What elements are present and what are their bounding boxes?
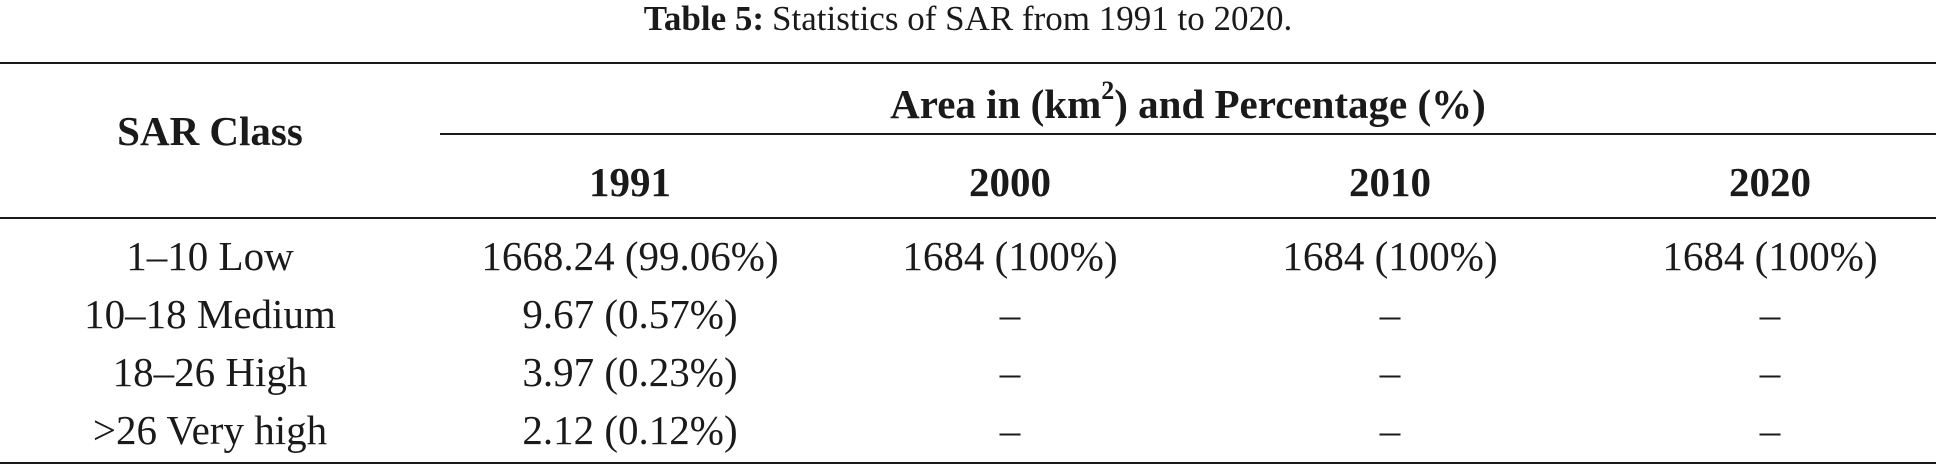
cell-medium-1991: 9.67 (0.57%)	[522, 291, 738, 337]
cell-medium-2020: –	[1759, 291, 1781, 337]
cell-low-2000: 1684 (100%)	[902, 233, 1118, 279]
caption-label: Table 5:	[643, 0, 765, 38]
cell-low-2020: 1684 (100%)	[1662, 233, 1878, 279]
row-class-very-high: >26 Very high	[92, 407, 328, 453]
bottom-rule	[0, 462, 1936, 464]
cell-high-2010: –	[1379, 349, 1401, 395]
cell-high-1991: 3.97 (0.23%)	[522, 349, 738, 395]
top-rule	[0, 62, 1936, 64]
column-header-2000: 2000	[969, 159, 1051, 205]
table-caption: Table 5: Statistics of SAR from 1991 to 2…	[0, 0, 1936, 40]
group-header-rule	[440, 133, 1936, 135]
cell-high-2020: –	[1759, 349, 1781, 395]
column-header-2020: 2020	[1729, 159, 1811, 205]
row-class-medium: 10–18 Medium	[84, 291, 336, 337]
cell-low-2010: 1684 (100%)	[1282, 233, 1498, 279]
group-header-superscript: 2	[1101, 76, 1115, 106]
cell-high-2000: –	[999, 349, 1021, 395]
caption-text: Statistics of SAR from 1991 to 2020.	[772, 0, 1293, 38]
cell-medium-2010: –	[1379, 291, 1401, 337]
header-rule	[0, 217, 1936, 219]
group-header-suffix: ) and Percentage (%)	[1114, 81, 1486, 127]
cell-very-high-1991: 2.12 (0.12%)	[522, 407, 738, 453]
cell-very-high-2020: –	[1759, 407, 1781, 453]
cell-very-high-2010: –	[1379, 407, 1401, 453]
row-class-low: 1–10 Low	[126, 233, 294, 279]
row-header-sar-class: SAR Class	[117, 108, 303, 154]
column-header-1991: 1991	[589, 159, 671, 205]
cell-medium-2000: –	[999, 291, 1021, 337]
cell-low-1991: 1668.24 (99.06%)	[481, 233, 779, 279]
cell-very-high-2000: –	[999, 407, 1021, 453]
group-header-prefix: Area in (km	[890, 81, 1102, 127]
column-header-2010: 2010	[1349, 159, 1431, 205]
group-header-area-percentage: Area in (km2) and Percentage (%)	[440, 78, 1936, 128]
row-class-high: 18–26 High	[112, 349, 308, 395]
